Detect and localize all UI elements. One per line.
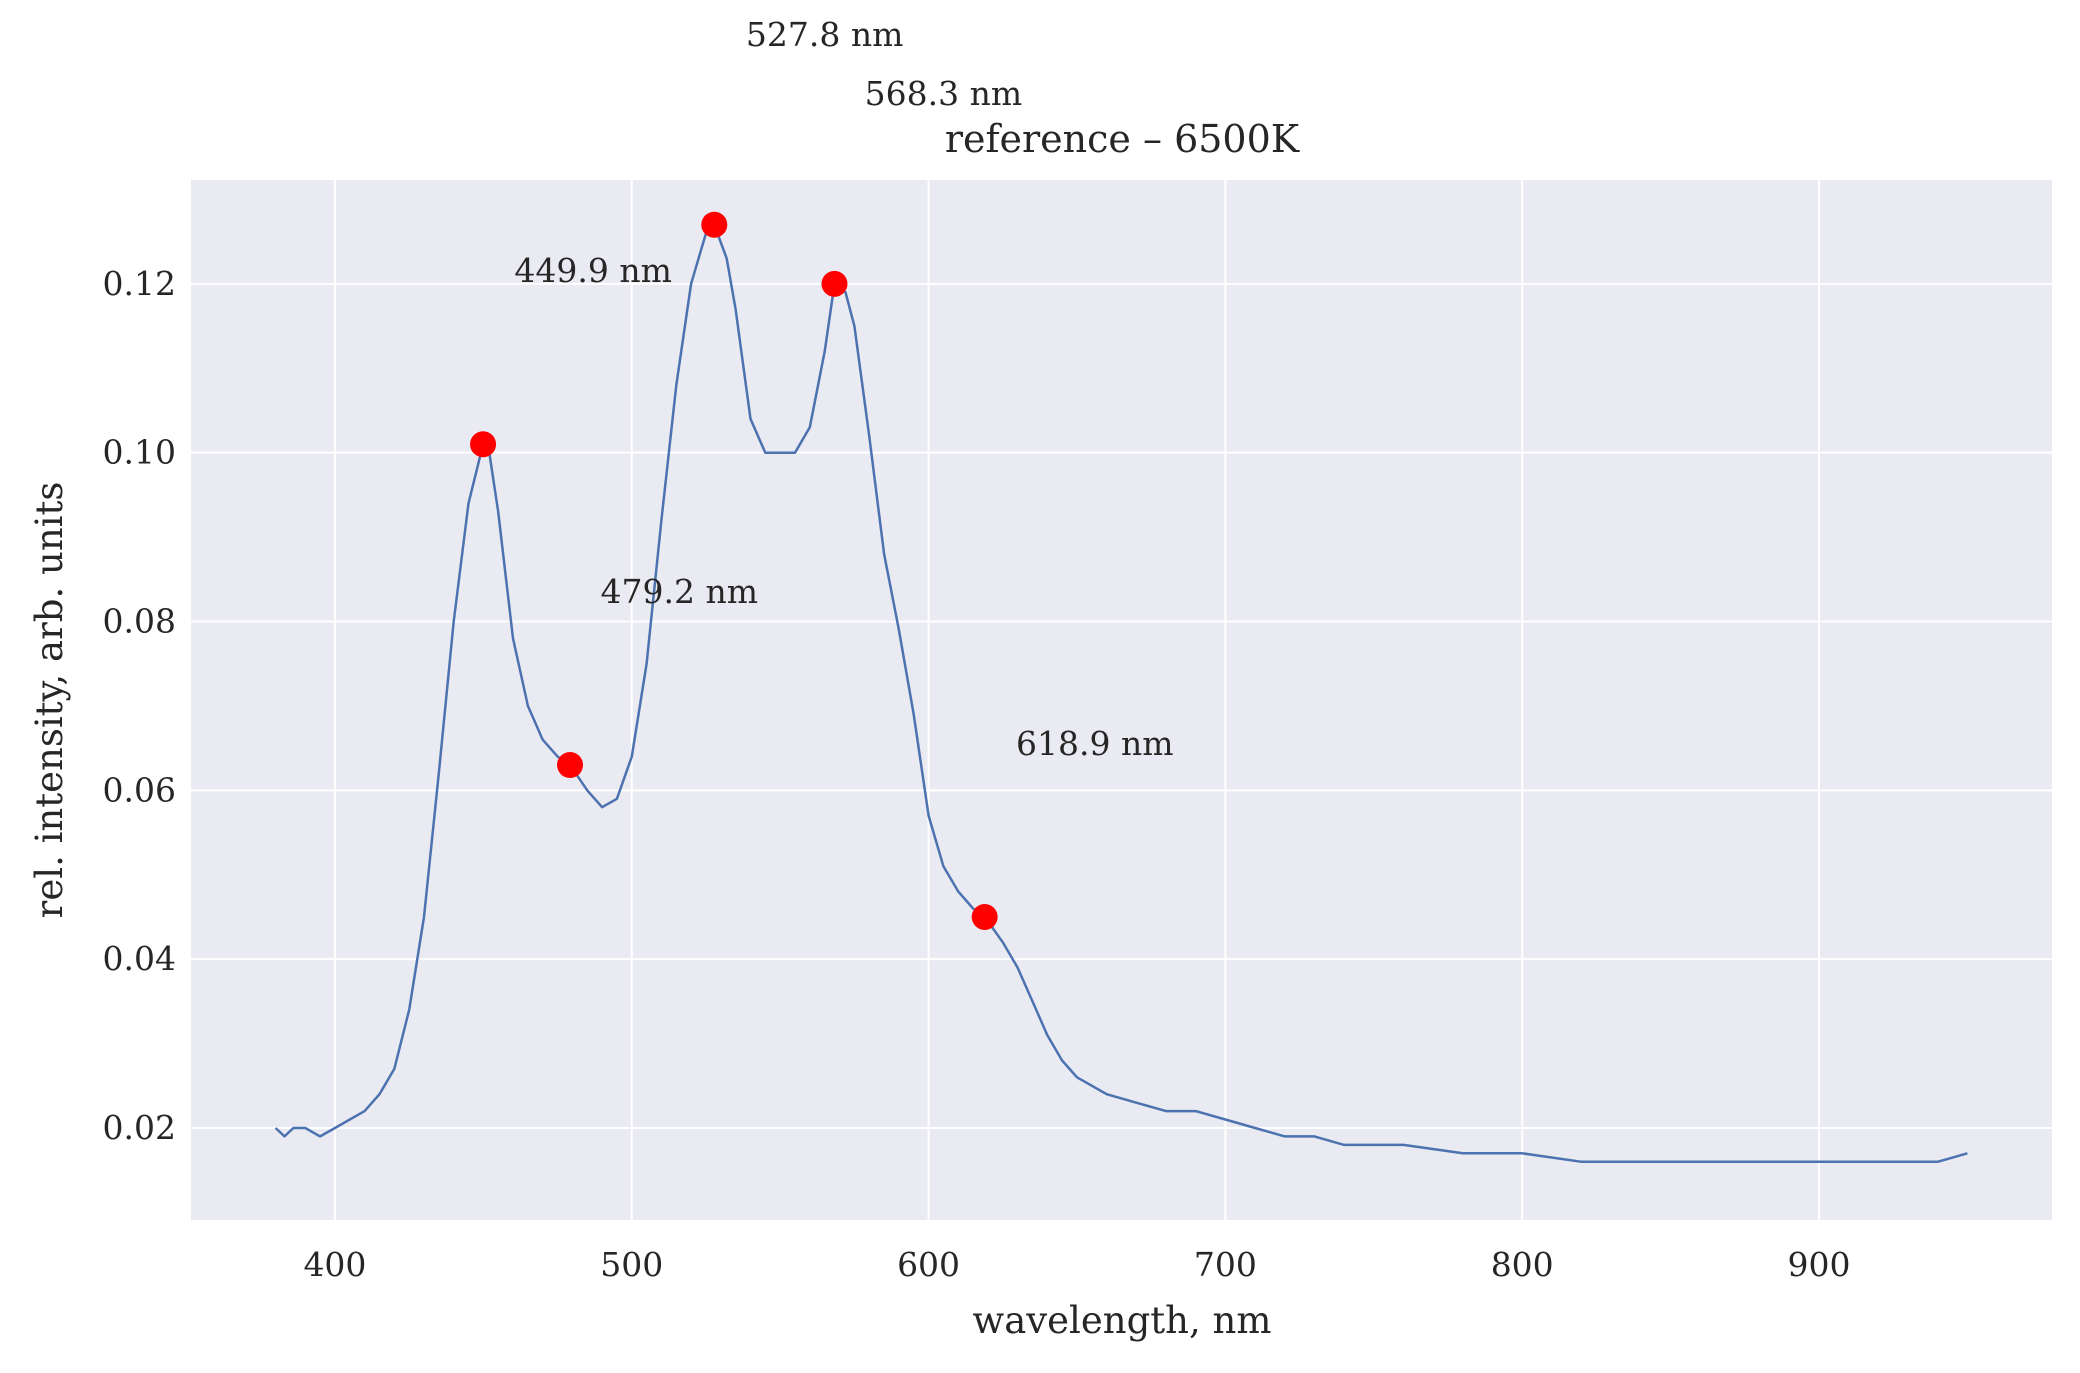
x-tick-label: 700 (1194, 1245, 1257, 1284)
peak-annotations: 449.9 nm 479.2 nm 527.8 nm 568.3 nm 618.9 nm (514, 15, 1173, 763)
spectrum-line (274, 223, 1968, 1164)
x-tick-label: 400 (303, 1245, 366, 1284)
x-tick-label: 600 (897, 1245, 960, 1284)
grid-lines (191, 180, 2052, 1220)
y-tick-labels: 0.02 0.04 0.06 0.08 0.10 0.12 (103, 264, 176, 1147)
peak-label: 527.8 nm (746, 15, 904, 54)
peak-marker (557, 752, 584, 778)
x-tick-labels: 400 500 600 700 800 900 (303, 1245, 1850, 1284)
y-tick-label: 0.08 (103, 601, 176, 640)
peak-label: 568.3 nm (865, 74, 1023, 113)
peak-label: 479.2 nm (600, 572, 758, 611)
y-axis-label: rel. intensity, arb. units (28, 482, 71, 919)
y-tick-label: 0.12 (103, 264, 176, 303)
peak-marker (701, 211, 728, 238)
x-tick-label: 500 (600, 1245, 663, 1284)
y-tick-label: 0.02 (103, 1108, 176, 1147)
y-tick-label: 0.10 (103, 433, 176, 472)
x-tick-label: 800 (1491, 1245, 1554, 1284)
peak-marker (470, 431, 497, 458)
x-tick-label: 900 (1788, 1245, 1851, 1284)
peak-label: 618.9 nm (1016, 724, 1174, 763)
x-axis-label: wavelength, nm (973, 1299, 1272, 1342)
chart-title: reference – 6500K (945, 117, 1300, 161)
peak-marker (821, 270, 848, 297)
peak-markers (470, 211, 998, 930)
plot-background (191, 180, 2052, 1220)
peak-marker (971, 903, 998, 930)
y-tick-label: 0.06 (103, 770, 176, 809)
peak-label: 449.9 nm (514, 251, 672, 290)
y-tick-label: 0.04 (103, 939, 176, 978)
